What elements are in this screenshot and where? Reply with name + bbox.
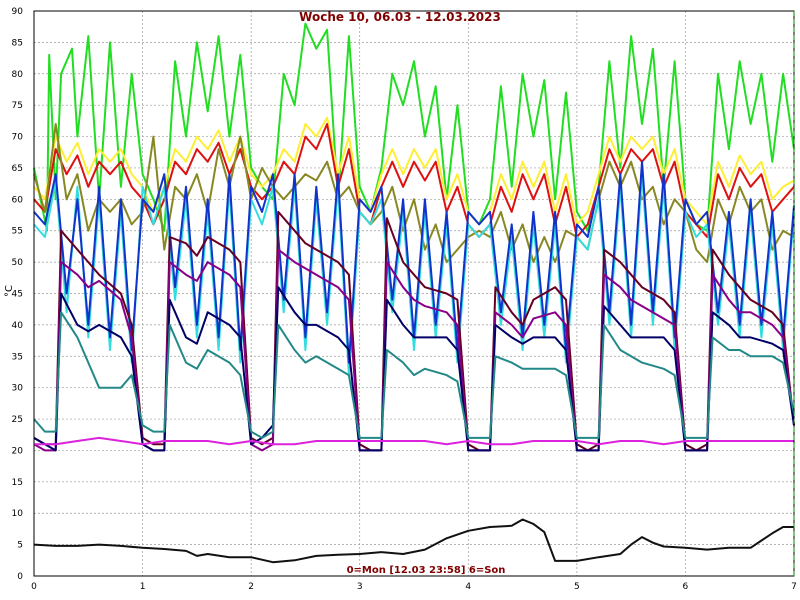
y-tick-label: 30 <box>12 384 24 394</box>
chart-footer: 0=Mon [12.03 23:58] 6=Son <box>347 565 506 576</box>
x-tick-label: 3 <box>357 582 363 592</box>
x-tick-labels: 0 1 2 3 4 5 6 7 <box>31 582 797 592</box>
series-line-10 <box>33 311 795 439</box>
y-tick-label: 10 <box>12 509 24 519</box>
x-tick-label: 5 <box>574 582 580 592</box>
series-line-12 <box>33 518 794 564</box>
series-line-2 <box>33 116 795 226</box>
y-tick-label: 80 <box>12 70 24 80</box>
y-tick-label: 55 <box>12 227 23 237</box>
y-tick-label: 20 <box>12 446 24 456</box>
y-tick-label: 60 <box>12 195 24 205</box>
x-tick-label: 1 <box>140 582 146 592</box>
y-tick-labels: 0 5 10 15 20 25 30 35 40 45 50 55 60 65 70 75 80 85 90 <box>12 7 24 582</box>
y-tick-label: 65 <box>12 164 23 174</box>
series-line-7 <box>33 210 795 452</box>
y-tick-label: 40 <box>12 321 24 331</box>
x-tick-label: 4 <box>465 582 471 592</box>
y-tick-label: 75 <box>12 101 23 111</box>
series-group <box>33 22 795 564</box>
series-line-9 <box>33 286 795 452</box>
x-tick-label: 0 <box>31 582 37 592</box>
y-tick-label: 50 <box>12 258 24 268</box>
series-line-11 <box>34 436 794 446</box>
x-tick-label: 6 <box>683 582 689 592</box>
x-tick-label: 7 <box>791 582 797 592</box>
x-tick-label: 2 <box>248 582 254 592</box>
y-tick-label: 70 <box>12 133 24 143</box>
y-axis-label: °C <box>4 285 15 297</box>
y-tick-label: 5 <box>17 541 23 551</box>
chart-title: Woche 10, 06.03 - 12.03.2023 <box>299 10 501 24</box>
y-tick-label: 25 <box>12 415 23 425</box>
y-tick-label: 85 <box>12 38 23 48</box>
y-tick-label: 35 <box>12 352 23 362</box>
y-tick-label: 0 <box>17 572 23 582</box>
y-tick-label: 45 <box>12 290 23 300</box>
y-tick-label: 15 <box>12 478 23 488</box>
y-tick-label: 90 <box>12 7 24 17</box>
